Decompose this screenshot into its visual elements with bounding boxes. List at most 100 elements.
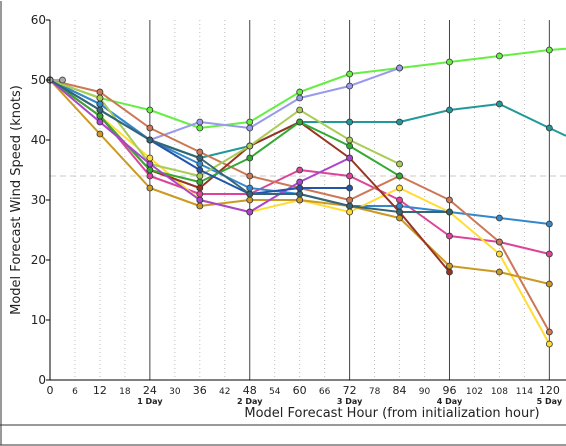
data-point <box>396 202 403 210</box>
data-point <box>396 172 403 180</box>
data-point <box>496 238 503 246</box>
data-point <box>446 196 453 204</box>
data-point <box>196 172 204 180</box>
data-point <box>396 118 403 126</box>
data-point <box>396 214 403 222</box>
x-tick-label: 108 <box>491 387 508 397</box>
data-point <box>545 220 553 228</box>
y-tick-label: 20 <box>31 253 46 267</box>
data-point <box>146 124 154 132</box>
y-tick-label: 30 <box>31 193 46 207</box>
data-point <box>146 136 154 144</box>
data-point <box>446 58 453 66</box>
day-label: 5 Day <box>537 397 563 406</box>
data-point <box>146 154 154 162</box>
series-line <box>49 79 400 177</box>
data-point <box>96 112 104 120</box>
series-points <box>46 46 553 348</box>
data-point <box>296 106 304 114</box>
data-point <box>246 184 254 192</box>
data-point <box>196 196 204 204</box>
series-line <box>49 47 566 129</box>
x-tick-label: 48 <box>243 384 257 397</box>
data-point <box>496 250 503 258</box>
data-point <box>396 196 403 204</box>
data-point <box>346 196 354 204</box>
data-point <box>496 214 503 222</box>
data-point <box>545 280 553 288</box>
data-point <box>196 118 204 126</box>
y-axis-label: Model Forecast Wind Speed (knots) <box>9 85 24 315</box>
data-point <box>496 52 503 60</box>
data-point <box>296 88 304 96</box>
x-tick-label: 24 <box>143 384 157 397</box>
data-point <box>545 250 553 258</box>
data-point <box>96 88 104 96</box>
x-tick-label: 6 <box>72 387 78 397</box>
x-tick-label: 96 <box>442 384 456 397</box>
data-point <box>346 70 354 78</box>
data-point <box>196 154 204 162</box>
data-point <box>196 124 204 132</box>
data-point <box>146 184 154 192</box>
x-tick-label: 114 <box>516 387 533 397</box>
data-point <box>296 166 304 174</box>
x-tick-label: 30 <box>169 387 181 397</box>
tick-labels: 0 10 20 30 40 50 60 0 6 12 18 24 30 36 42 48 54 60 66 72 78 8… <box>31 13 563 406</box>
day-label: 2 Day <box>237 397 263 406</box>
data-point <box>545 124 553 132</box>
data-point <box>346 118 354 126</box>
data-point <box>96 94 104 102</box>
data-point <box>296 190 304 198</box>
x-axis-label: Model Forecast Hour (from initialization… <box>244 406 539 421</box>
data-point <box>246 190 254 198</box>
data-point <box>545 46 553 54</box>
data-point <box>396 160 403 168</box>
data-point <box>545 340 553 348</box>
data-point <box>296 94 304 102</box>
x-tick-label: 18 <box>119 387 131 397</box>
data-point <box>346 142 354 150</box>
data-point <box>346 184 354 192</box>
data-point <box>196 190 204 198</box>
day-label: 1 Day <box>137 397 163 406</box>
data-point <box>96 118 104 126</box>
data-point <box>545 328 553 336</box>
data-point <box>59 76 66 84</box>
data-point <box>146 172 154 180</box>
data-point <box>346 82 354 90</box>
data-point <box>96 106 104 114</box>
data-point <box>246 196 254 204</box>
series-line <box>49 79 401 183</box>
x-tick-label: 102 <box>466 387 483 397</box>
data-point <box>96 100 104 108</box>
data-point <box>346 136 354 144</box>
data-point <box>346 172 354 180</box>
data-point <box>296 178 304 186</box>
data-point <box>246 124 254 132</box>
data-point <box>196 178 204 186</box>
data-point <box>496 100 503 108</box>
data-point <box>196 202 204 210</box>
data-point <box>446 262 453 270</box>
data-point <box>346 208 354 216</box>
x-tick-label: 78 <box>369 387 381 397</box>
data-point <box>246 208 254 216</box>
data-point <box>196 166 204 174</box>
data-point <box>146 106 154 114</box>
data-point <box>446 106 453 114</box>
data-point <box>496 268 503 276</box>
x-tick-label: 36 <box>193 384 207 397</box>
data-point <box>296 184 304 192</box>
data-point <box>246 142 254 150</box>
data-point <box>296 196 304 204</box>
x-tick-label: 12 <box>93 384 107 397</box>
x-tick-label: 0 <box>47 384 54 397</box>
x-tick-label: 90 <box>419 387 431 397</box>
data-point <box>446 232 453 240</box>
data-point <box>246 118 254 126</box>
data-point <box>296 118 304 126</box>
data-point <box>196 160 204 168</box>
day-label: 3 Day <box>337 397 363 406</box>
